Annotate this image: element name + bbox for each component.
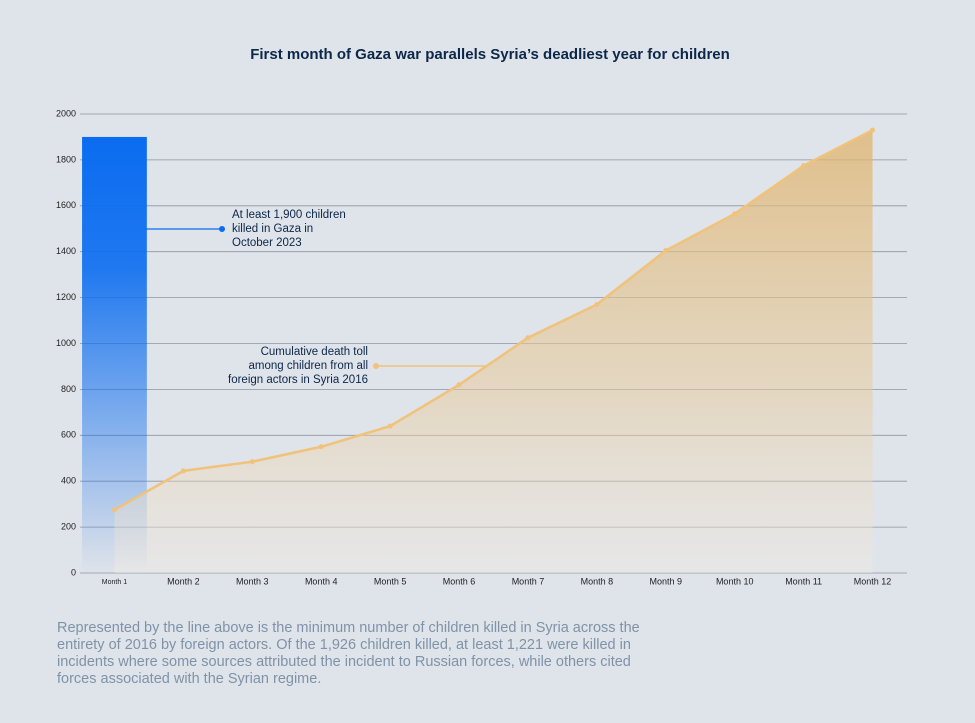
- x-tick-label: Month 11: [785, 576, 822, 586]
- point: [801, 163, 807, 169]
- point: [594, 301, 600, 307]
- point: [732, 211, 738, 217]
- x-tick-label: Month 7: [512, 576, 545, 586]
- y-tick-label: 1200: [56, 292, 76, 302]
- point: [318, 444, 324, 450]
- point: [387, 423, 393, 429]
- point: [870, 127, 876, 133]
- annotation-dot: [373, 363, 379, 369]
- x-tick-label: Month 5: [374, 576, 407, 586]
- annotation-text: October 2023: [232, 237, 302, 249]
- x-tick-label: Month 9: [650, 576, 683, 586]
- y-tick-label: 2000: [56, 108, 76, 118]
- x-tick-label: Month 3: [236, 576, 269, 586]
- y-tick-label: 1800: [56, 154, 76, 164]
- x-tick-label: Month 10: [716, 576, 754, 586]
- point: [180, 468, 186, 474]
- y-tick-label: 600: [61, 430, 76, 440]
- y-tick-label: 1400: [56, 246, 76, 256]
- x-tick-label: Month 4: [305, 576, 338, 586]
- x-tick-label: Month 12: [854, 576, 892, 586]
- y-tick-label: 800: [61, 384, 76, 394]
- y-tick-label: 400: [61, 476, 76, 486]
- annotation-dot: [219, 226, 225, 232]
- x-tick-label: Month 6: [443, 576, 476, 586]
- line: [113, 128, 874, 511]
- annotation-text: At least 1,900 children: [232, 209, 346, 221]
- point: [525, 335, 531, 341]
- annotation-text: among children from all: [248, 360, 368, 372]
- y-tick-label: 0: [71, 567, 76, 577]
- annotation-text: killed in Gaza in: [232, 223, 313, 235]
- point: [663, 248, 669, 254]
- y-tick-label: 1600: [56, 200, 76, 210]
- y-tick-label: 200: [61, 521, 76, 531]
- point: [111, 507, 117, 513]
- point: [456, 382, 462, 388]
- point: [249, 459, 255, 465]
- x-tick-label: Month 2: [167, 576, 200, 586]
- annotation-text: foreign actors in Syria 2016: [228, 374, 368, 386]
- area: [114, 130, 873, 573]
- annotation-text: Cumulative death toll: [261, 346, 368, 358]
- x-tick-label: Month 1: [102, 579, 127, 586]
- y-tick-label: 1000: [56, 338, 76, 348]
- footnote: Represented by the line above is the min…: [57, 620, 640, 687]
- chart-title: First month of Gaza war parallels Syria’…: [250, 46, 730, 63]
- x-tick-label: Month 8: [581, 576, 614, 586]
